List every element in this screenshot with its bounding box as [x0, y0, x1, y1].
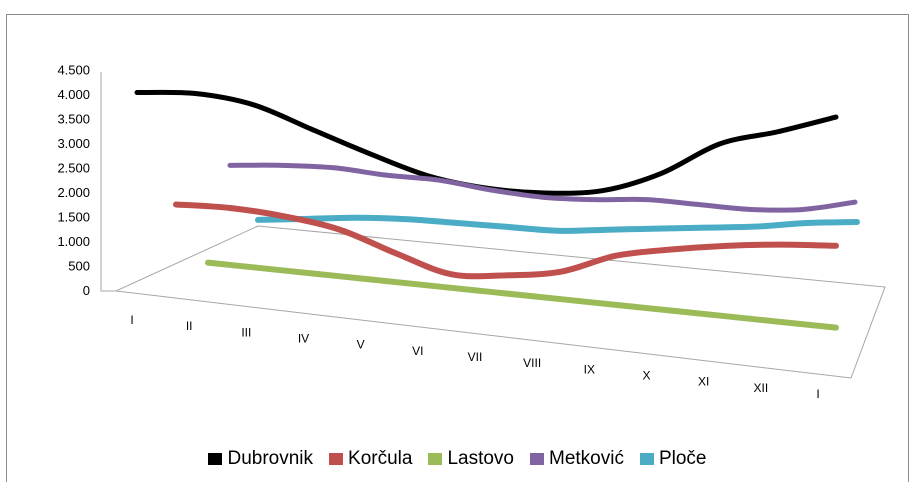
- y-tick-label: 1.500: [57, 210, 90, 225]
- legend-swatch: [329, 453, 344, 465]
- legend-swatch: [208, 453, 223, 465]
- back-wall-edge: [100, 72, 116, 292]
- x-tick-label: XI: [698, 375, 709, 389]
- x-tick-label: VII: [468, 350, 483, 364]
- legend-label: Metković: [549, 448, 624, 469]
- y-tick-label: 2.500: [57, 161, 90, 176]
- legend-label: Ploče: [658, 448, 707, 469]
- x-tick-label: I: [130, 313, 133, 327]
- legend-label: Lastovo: [447, 448, 514, 469]
- x-tick-label: I: [816, 387, 819, 401]
- series-lastovo: [205, 259, 839, 331]
- series-dubrovnik: [134, 89, 839, 196]
- x-tick-label: X: [642, 369, 650, 383]
- legend-swatch: [639, 453, 654, 465]
- floor-plane: [114, 225, 886, 379]
- series-korcula: [173, 201, 839, 280]
- series-metkovic: [227, 162, 858, 213]
- series-line: [255, 214, 860, 234]
- series-ploce: [255, 214, 860, 234]
- legend-item: Ploče: [639, 448, 707, 470]
- legend-item: Lastovo: [428, 448, 514, 470]
- y-tick-label: 2.000: [57, 185, 90, 200]
- legend-item: Korčula: [329, 448, 412, 470]
- x-tick-label: V: [357, 338, 365, 352]
- x-tick-label: IX: [584, 362, 595, 376]
- x-tick-label: IV: [298, 332, 309, 346]
- legend: Dubrovnik Korčula Lastovo Metković Ploče: [0, 448, 915, 470]
- x-tick-label: III: [241, 325, 251, 339]
- legend-item: Metković: [530, 448, 624, 470]
- legend-swatch: [428, 453, 443, 465]
- legend-label: Dubrovnik: [227, 448, 314, 469]
- y-tick-label: 500: [68, 259, 90, 274]
- x-tick-label: II: [186, 319, 193, 333]
- x-tick-label: XII: [753, 381, 768, 395]
- y-tick-label: 0: [83, 283, 90, 298]
- series-line: [134, 89, 839, 196]
- legend-label: Korčula: [348, 448, 413, 469]
- y-tick-label: 4.000: [57, 87, 90, 102]
- y-tick-label: 1.000: [57, 234, 90, 249]
- x-tick-label: VIII: [523, 356, 541, 370]
- y-tick-label: 3.500: [57, 112, 90, 127]
- legend-swatch: [530, 453, 544, 465]
- y-tick-label: 4.500: [57, 63, 90, 78]
- legend-item: Dubrovnik: [208, 448, 313, 470]
- series-line: [227, 162, 858, 213]
- y-tick-label: 3.000: [57, 136, 90, 151]
- x-tick-label: VI: [412, 344, 423, 358]
- series-line: [173, 201, 839, 280]
